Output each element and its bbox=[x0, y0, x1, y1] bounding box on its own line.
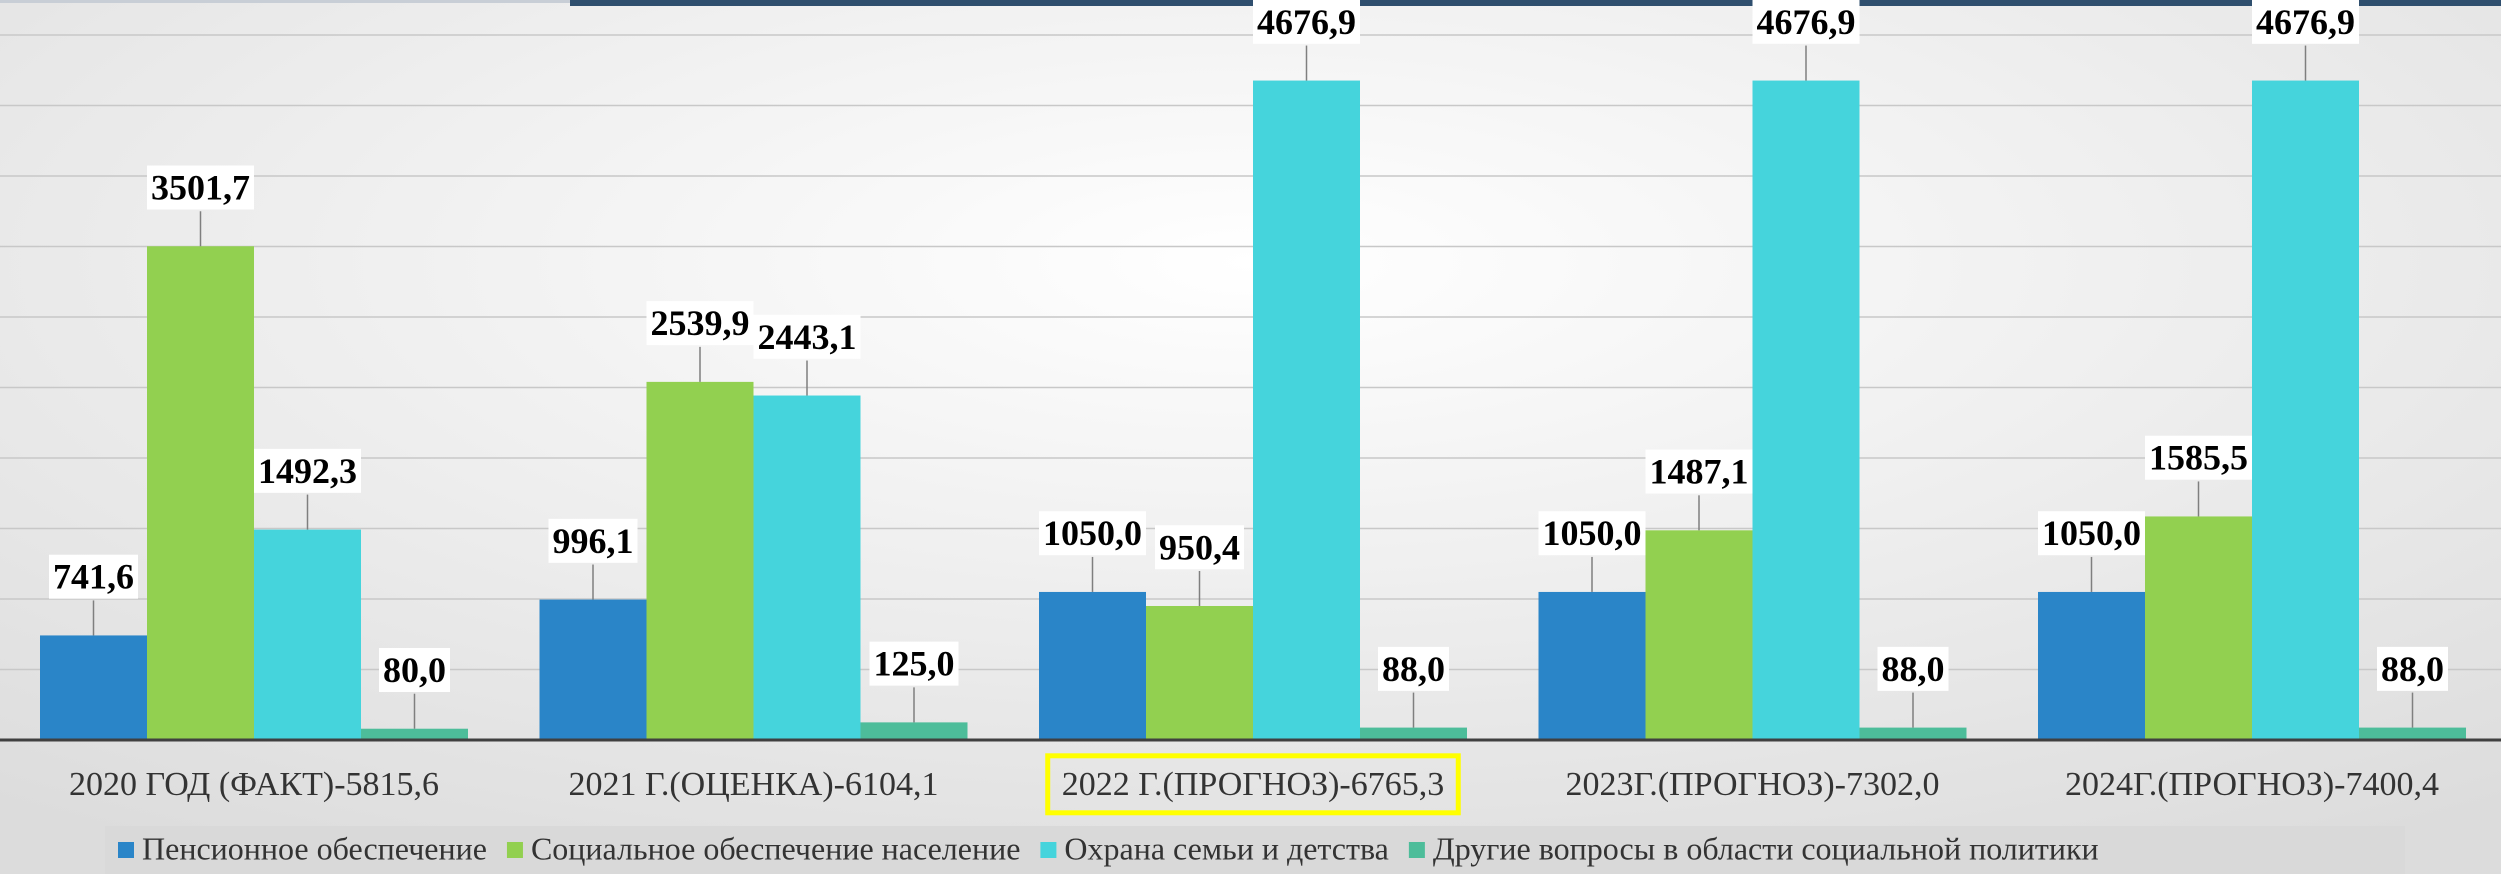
data-label: 1050,0 bbox=[2042, 513, 2141, 553]
legend-swatch bbox=[506, 842, 523, 858]
data-label: 88,0 bbox=[1382, 649, 1445, 689]
bar bbox=[254, 529, 361, 740]
bar bbox=[1253, 80, 1360, 740]
data-label: 1487,1 bbox=[1650, 452, 1749, 492]
top-band bbox=[570, 0, 2501, 6]
data-label: 88,0 bbox=[1882, 649, 1945, 689]
bar bbox=[1645, 530, 1753, 740]
legend-swatch bbox=[1040, 842, 1057, 858]
legend-label: Социальное обеспечение население bbox=[531, 830, 1020, 866]
data-label: 1050,0 bbox=[1543, 513, 1642, 553]
bar bbox=[753, 395, 861, 740]
data-label-bg bbox=[254, 448, 361, 493]
legend-label: Другие вопросы в области социальной поли… bbox=[1433, 830, 2099, 866]
data-label-bg bbox=[379, 647, 450, 692]
bar bbox=[2359, 727, 2466, 740]
bar bbox=[860, 722, 968, 740]
data-label: 1050,0 bbox=[1043, 513, 1142, 553]
legend-box bbox=[105, 826, 2405, 874]
bar bbox=[539, 599, 647, 740]
data-label: 4676,9 bbox=[1757, 2, 1856, 42]
bar bbox=[1360, 727, 1467, 740]
data-label-bg bbox=[1039, 511, 1146, 556]
data-label: 4676,9 bbox=[2256, 2, 2355, 42]
data-label: 80,0 bbox=[383, 650, 446, 690]
data-label-bg bbox=[869, 641, 959, 686]
x-tick-label: 2020 ГОД (ФАКТ)-5815,6 bbox=[69, 766, 439, 803]
data-label-bg bbox=[2252, 0, 2359, 44]
legend-label: Охрана семьи и детства bbox=[1064, 830, 1388, 866]
data-label: 4676,9 bbox=[1257, 2, 1356, 42]
data-label-bg bbox=[2377, 646, 2448, 691]
data-label-bg bbox=[1253, 0, 1360, 44]
data-label: 950,4 bbox=[1159, 527, 1240, 567]
legend-swatch bbox=[1408, 842, 1425, 858]
data-label: 1492,3 bbox=[258, 451, 357, 491]
bar bbox=[40, 635, 147, 740]
bar bbox=[1859, 727, 1967, 740]
data-label: 3501,7 bbox=[151, 168, 250, 208]
bar bbox=[1538, 591, 1646, 740]
top-band-left bbox=[0, 0, 570, 3]
data-label: 125,0 bbox=[874, 644, 955, 684]
data-label-bg bbox=[1378, 646, 1449, 691]
data-label-bg bbox=[1538, 511, 1646, 556]
bar bbox=[147, 246, 254, 740]
data-label: 2443,1 bbox=[758, 317, 857, 357]
data-label-bg bbox=[49, 554, 138, 599]
data-label: 2539,9 bbox=[651, 303, 750, 343]
data-label-bg bbox=[548, 518, 638, 563]
data-label-bg bbox=[2145, 435, 2252, 480]
data-label-bg bbox=[1645, 449, 1753, 494]
bar bbox=[361, 728, 468, 740]
bar bbox=[1752, 80, 1860, 740]
x-tick-label: 2021 Г.(ОЦЕНКА)-6104,1 bbox=[569, 766, 939, 803]
bar bbox=[1039, 591, 1146, 740]
data-label-bg bbox=[1752, 0, 1860, 44]
data-label-bg bbox=[753, 314, 861, 359]
data-label-bg bbox=[1155, 525, 1244, 570]
bar bbox=[2038, 591, 2145, 740]
bar bbox=[1146, 605, 1253, 740]
bar bbox=[2252, 80, 2359, 740]
data-label: 741,6 bbox=[53, 557, 134, 597]
bar bbox=[2145, 516, 2252, 740]
data-label-bg bbox=[646, 301, 754, 346]
x-tick-label: 2023Г.(ПРОГНОЗ)-7302,0 bbox=[1565, 766, 1939, 803]
x-tick-label: 2024Г.(ПРОГНОЗ)-7400,4 bbox=[2065, 766, 2439, 803]
data-label-bg bbox=[2038, 511, 2145, 556]
bar bbox=[646, 381, 754, 740]
data-label: 1585,5 bbox=[2149, 438, 2248, 478]
x-tick-label: 2022 Г.(ПРОГНОЗ)-6765,3 bbox=[1062, 766, 1445, 803]
data-label: 996,1 bbox=[553, 521, 634, 561]
legend-swatch bbox=[118, 842, 134, 858]
highlight-box bbox=[1045, 753, 1461, 816]
legend-label: Пенсионное обеспечение bbox=[142, 830, 487, 866]
data-label-bg bbox=[1877, 646, 1949, 691]
data-label: 88,0 bbox=[2381, 649, 2444, 689]
data-label-bg bbox=[147, 165, 254, 210]
